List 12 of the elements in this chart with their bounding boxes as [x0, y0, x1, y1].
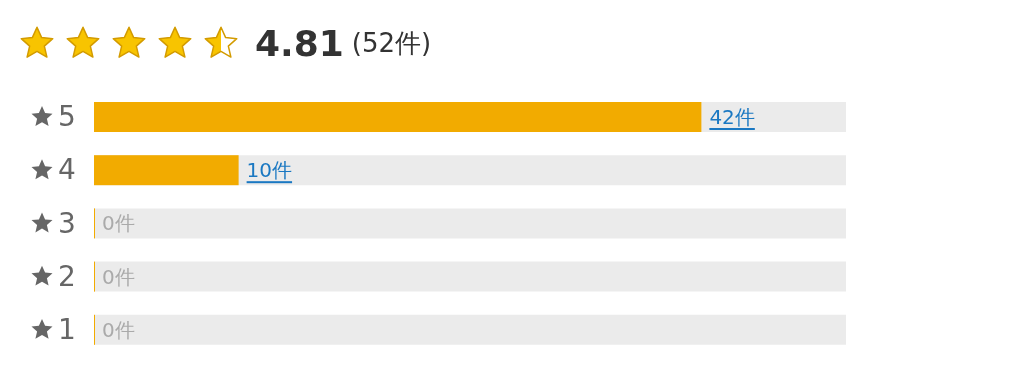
- data-label: 0件: [102, 211, 135, 236]
- data-label: 10件: [246, 158, 293, 183]
- data-label: 42件: [709, 105, 755, 129]
- data-label: 0件: [102, 317, 135, 342]
- data-label: 0件: [102, 264, 135, 289]
- y-tick-label: 1: [58, 312, 76, 346]
- chart-title: 4.81: [255, 22, 344, 64]
- y-tick-label: 3: [58, 206, 76, 240]
- y-tick-label: 2: [58, 259, 76, 293]
- y-tick-label: 4: [58, 153, 76, 187]
- y-tick-label: 5: [58, 100, 76, 134]
- chart-subtitle: (52件): [351, 26, 432, 60]
